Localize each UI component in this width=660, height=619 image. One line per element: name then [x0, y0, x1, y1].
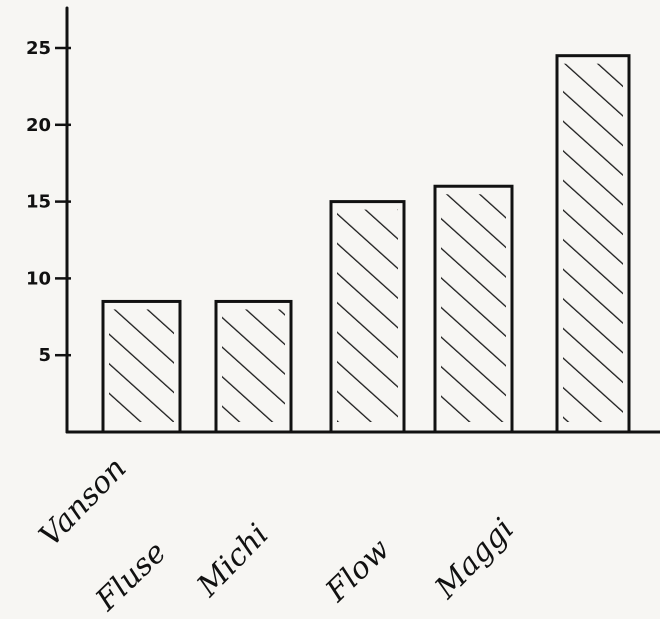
x-label-vanson: Vanson: [33, 451, 134, 554]
bar-hatch-vanson: [109, 309, 174, 422]
bar-hatch-flow: [441, 194, 506, 422]
bar-outline-fluse: [214, 299, 293, 434]
bar-outline-flow: [433, 184, 514, 434]
bars: [101, 54, 631, 434]
bar-outline-vanson: [101, 299, 182, 434]
x-label-michi: Michi: [190, 517, 276, 604]
bar-hatch-maggi: [563, 63, 623, 423]
x-label-fluse: Fluse: [89, 535, 174, 618]
y-tick-label-15: 15: [26, 192, 51, 213]
bar-hatch-fluse: [222, 309, 285, 422]
x-label-maggi: Maggi: [428, 512, 521, 607]
bar-outline-michi: [329, 200, 406, 434]
y-tick-label-20: 20: [26, 115, 51, 136]
bar-fluse: [214, 299, 293, 434]
y-axis-ticks: 5 10 15 20 25: [26, 38, 71, 366]
y-tick-label-5: 5: [38, 345, 51, 366]
y-tick-label-10: 10: [26, 268, 51, 289]
x-label-flow: Flow: [319, 532, 398, 610]
bar-michi: [329, 200, 406, 434]
bar-hatch-michi: [337, 209, 398, 422]
bar-flow: [433, 184, 514, 434]
y-tick-label-25: 25: [26, 38, 51, 59]
bar-outline-maggi: [555, 54, 631, 434]
bar-maggi: [555, 54, 631, 434]
bar-vanson: [101, 299, 182, 434]
